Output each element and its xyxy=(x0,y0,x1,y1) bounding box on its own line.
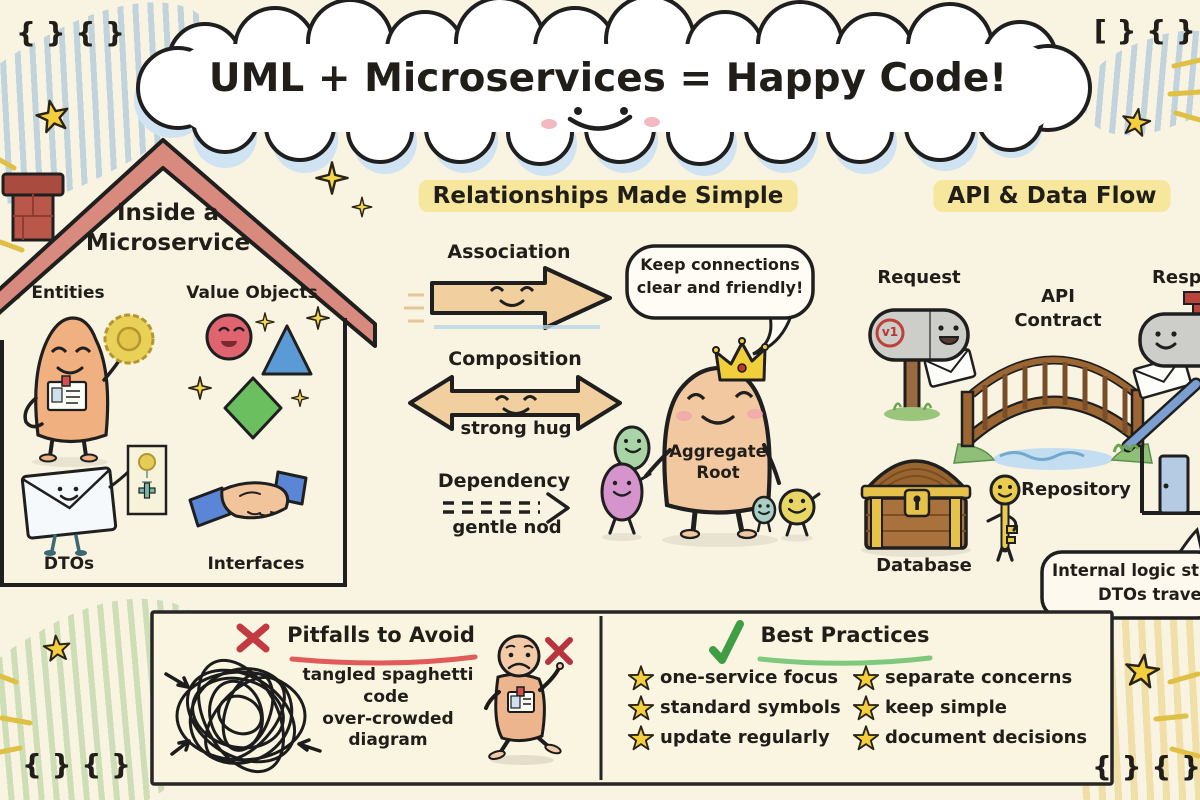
v1-stamp-icon xyxy=(875,318,905,348)
best-practices-check-icon xyxy=(709,620,744,664)
braces-bottom-left: { } { } xyxy=(22,748,131,781)
boundary-house xyxy=(1112,377,1200,515)
pitfall-line-4: diagram xyxy=(348,730,428,750)
dependency-label: Dependency xyxy=(437,470,571,492)
scribble-arrows xyxy=(164,672,322,756)
child-entity-yellow xyxy=(778,488,821,537)
pitfalls-x-icon xyxy=(236,623,270,653)
house-walls xyxy=(0,318,347,587)
request-label: Request xyxy=(877,267,961,288)
pitfall-line-1: tangled spaghetti xyxy=(302,665,474,685)
best-practice-item-1: one-service focus xyxy=(660,667,839,688)
database-chest xyxy=(860,459,972,557)
association-arrow xyxy=(404,266,612,330)
triangle-icon xyxy=(261,324,313,376)
internal-logic-line2: DTOs travel outs xyxy=(1098,585,1200,604)
handshake-icon xyxy=(188,470,308,528)
speech-bubble-line2: clear and friendly! xyxy=(636,278,804,297)
composition-label: Composition xyxy=(448,348,582,370)
pitfall-line-3: over-crowded xyxy=(322,709,454,729)
api-contract-bridge xyxy=(953,355,1153,470)
best-practice-item-3: update regularly xyxy=(660,727,830,748)
best-practices-heading: Best Practices xyxy=(760,623,930,647)
smiley-circle-icon xyxy=(205,313,253,361)
aggregate-root-line1: Aggregate xyxy=(669,442,767,461)
speech-bubble-line1: Keep connections xyxy=(640,255,800,274)
composition-caption: strong hug xyxy=(460,418,572,439)
repository-label: Repository xyxy=(1021,479,1131,500)
child-entity-green xyxy=(613,425,651,471)
microservice-house xyxy=(0,138,377,587)
house-heading-line2: Microservice xyxy=(85,230,251,256)
entities-label: Entities xyxy=(31,283,105,303)
v1-badge: v1 xyxy=(881,325,899,339)
api-contract-line2: Contract xyxy=(1014,310,1102,331)
sun-rays xyxy=(0,57,1200,759)
house-roof xyxy=(0,138,377,348)
internal-logic-bubble xyxy=(1040,527,1200,620)
best-practice-item-5: keep simple xyxy=(885,697,1007,718)
aggregate-root-line2: Root xyxy=(696,463,740,482)
relationships-speech-bubble xyxy=(625,244,815,356)
braces-bottom-right: { } { } xyxy=(1092,750,1200,783)
association-label: Association xyxy=(447,241,571,263)
database-label: Database xyxy=(876,555,972,576)
best-practices-underline xyxy=(757,655,933,666)
repository-key-character xyxy=(986,474,1021,562)
child-entity-pink xyxy=(600,462,652,535)
cloud-smiley-face xyxy=(541,107,660,131)
pitfall-line-2: code xyxy=(363,687,409,707)
request-mailbox xyxy=(868,308,977,421)
child-entity-teal xyxy=(751,495,777,533)
pitfalls-underline xyxy=(289,654,478,666)
spaghetti-scribble-icon xyxy=(175,658,307,774)
title-cloud xyxy=(134,0,1092,176)
dto-envelope-character xyxy=(20,444,168,556)
value-objects-shapes xyxy=(188,306,330,440)
relationships-heading: Relationships Made Simple xyxy=(418,180,798,212)
best-practice-item-2: standard symbols xyxy=(660,697,841,718)
composition-arrow xyxy=(408,375,622,431)
dtos-label: DTOs xyxy=(43,554,95,574)
braces-top-left: { } { } xyxy=(16,16,125,49)
main-title: UML + Microservices = Happy Code! xyxy=(208,56,1008,101)
dependency-caption: gentle nod xyxy=(452,517,562,538)
aggregate-root-character xyxy=(600,337,821,547)
pitfalls-heading: Pitfalls to Avoid xyxy=(287,623,475,647)
value-objects-label: Value Objects xyxy=(186,283,318,303)
bottom-panel xyxy=(150,610,1114,786)
door-icon xyxy=(1158,454,1190,515)
dependency-arrow xyxy=(443,492,570,524)
interfaces-label: Interfaces xyxy=(207,554,305,574)
sad-walking-character xyxy=(484,634,564,765)
best-practice-item-6: document decisions xyxy=(885,727,1088,748)
chimney-icon xyxy=(1,172,65,242)
api-flow-heading: API & Data Flow xyxy=(933,180,1171,212)
diamond-icon xyxy=(223,376,283,440)
entity-character xyxy=(23,313,155,467)
response-label: Resp xyxy=(1152,267,1200,288)
spec-card-icon xyxy=(126,444,168,516)
internal-logic-line1: Internal logic stays xyxy=(1052,561,1200,580)
house-heading-line1: Inside a xyxy=(116,200,220,226)
small-x-icon xyxy=(545,637,573,665)
best-practice-item-4: separate concerns xyxy=(885,667,1073,688)
crown-icon xyxy=(712,337,769,382)
response-mailbox xyxy=(1132,291,1200,400)
braces-top-right: [ } { } xyxy=(1094,14,1196,47)
api-contract-line1: API xyxy=(1041,286,1075,307)
